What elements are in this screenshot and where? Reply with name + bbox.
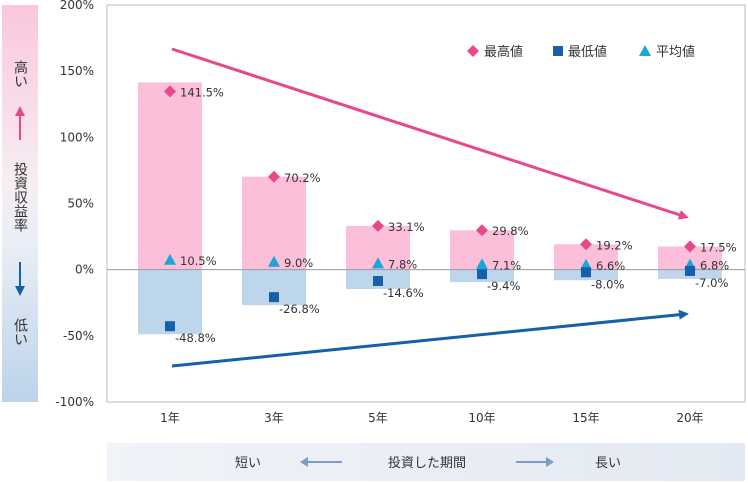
label-min: -8.0% bbox=[591, 277, 624, 291]
side-panel: 高い 投資収益率 低い bbox=[2, 5, 38, 402]
label-avg: 10.5% bbox=[180, 254, 217, 268]
marker-avg bbox=[164, 253, 176, 265]
label-min: -7.0% bbox=[695, 276, 728, 290]
arrow-up-icon bbox=[15, 106, 25, 116]
arrow-left-icon bbox=[300, 457, 308, 467]
y-tick-label: -100% bbox=[55, 395, 94, 409]
label-avg: 7.8% bbox=[388, 257, 417, 271]
bars bbox=[138, 82, 722, 335]
side-label-high: 高い bbox=[12, 59, 28, 88]
bar-positive bbox=[242, 176, 306, 270]
marker-max bbox=[164, 85, 176, 98]
marker-min bbox=[165, 321, 175, 332]
label-avg: 6.6% bbox=[596, 259, 625, 273]
marker-avg bbox=[372, 257, 384, 269]
plot-frame bbox=[106, 4, 746, 403]
marker-max bbox=[684, 240, 696, 253]
label-max: 19.2% bbox=[596, 238, 633, 252]
side-label-title: 投資収益率 bbox=[12, 162, 28, 232]
marker-avg bbox=[580, 258, 592, 270]
legend-item-min: 最低値 bbox=[553, 44, 607, 60]
y-tick-label: 100% bbox=[60, 130, 94, 144]
y-axis: 200% 150% 100% 50% 0% -50% -100% bbox=[55, 0, 94, 409]
x-tick-label: 1年 bbox=[160, 411, 180, 425]
marker-min bbox=[269, 292, 279, 303]
arrow-right-icon bbox=[546, 457, 554, 467]
label-avg: 6.8% bbox=[700, 259, 729, 273]
bottom-label-title: 投資した期間 bbox=[388, 455, 466, 471]
marker-max bbox=[476, 224, 488, 237]
label-avg: 7.1% bbox=[492, 258, 521, 272]
marker-min bbox=[477, 269, 487, 280]
arrow-down-icon bbox=[15, 286, 25, 296]
x-tick-label: 3年 bbox=[264, 411, 284, 425]
marker-max bbox=[372, 219, 384, 232]
label-min: -14.6% bbox=[383, 286, 424, 300]
data-marks: 141.5% 10.5% -48.8% 70.2% 9.0% -26.8% 33.1% 7.8… bbox=[164, 85, 737, 345]
y-tick-label: 200% bbox=[60, 0, 94, 12]
marker-avg bbox=[268, 255, 280, 267]
label-max: 70.2% bbox=[284, 171, 321, 185]
y-tick-label: -50% bbox=[63, 329, 94, 343]
legend: 最高値 最低値 平均値 bbox=[467, 44, 695, 60]
label-max: 29.8% bbox=[492, 224, 529, 238]
marker-min bbox=[581, 267, 591, 278]
x-tick-label: 15年 bbox=[572, 411, 599, 425]
trend-arrow-high bbox=[171, 47, 689, 220]
label-max: 17.5% bbox=[700, 241, 737, 255]
bar-positive bbox=[658, 246, 722, 270]
label-avg: 9.0% bbox=[284, 256, 313, 270]
label-max: 141.5% bbox=[180, 85, 224, 99]
legend-label-avg: 平均値 bbox=[656, 44, 695, 60]
bottom-label-long: 長い bbox=[595, 456, 621, 471]
triangle-icon bbox=[639, 45, 651, 56]
y-tick-label: 50% bbox=[67, 197, 94, 211]
legend-item-max: 最高値 bbox=[467, 44, 523, 60]
marker-min bbox=[685, 265, 695, 276]
marker-min bbox=[373, 275, 383, 286]
bottom-band: 短い 投資した期間 長い bbox=[107, 443, 745, 481]
label-min: -9.4% bbox=[487, 279, 520, 293]
marker-max bbox=[268, 170, 280, 183]
marker-avg bbox=[476, 258, 488, 270]
x-axis: 1年 3年 5年 10年 15年 20年 bbox=[160, 411, 703, 425]
legend-label-min: 最低値 bbox=[568, 44, 607, 60]
trend-arrow-low bbox=[171, 309, 689, 368]
y-tick-label: 150% bbox=[60, 64, 94, 78]
legend-item-avg: 平均値 bbox=[639, 44, 695, 60]
x-tick-label: 10年 bbox=[468, 411, 495, 425]
legend-label-max: 最高値 bbox=[484, 44, 523, 60]
x-tick-label: 20年 bbox=[676, 411, 703, 425]
side-label-low: 低い bbox=[12, 318, 28, 346]
label-min: -48.8% bbox=[175, 331, 216, 345]
diamond-icon bbox=[467, 45, 479, 57]
label-max: 33.1% bbox=[388, 220, 425, 234]
x-tick-label: 5年 bbox=[368, 411, 388, 425]
bottom-label-short: 短い bbox=[235, 456, 261, 471]
y-tick-label: 0% bbox=[75, 263, 94, 277]
label-min: -26.8% bbox=[279, 302, 320, 316]
bar-positive bbox=[138, 82, 202, 270]
square-icon bbox=[553, 46, 563, 56]
marker-max bbox=[580, 238, 592, 251]
